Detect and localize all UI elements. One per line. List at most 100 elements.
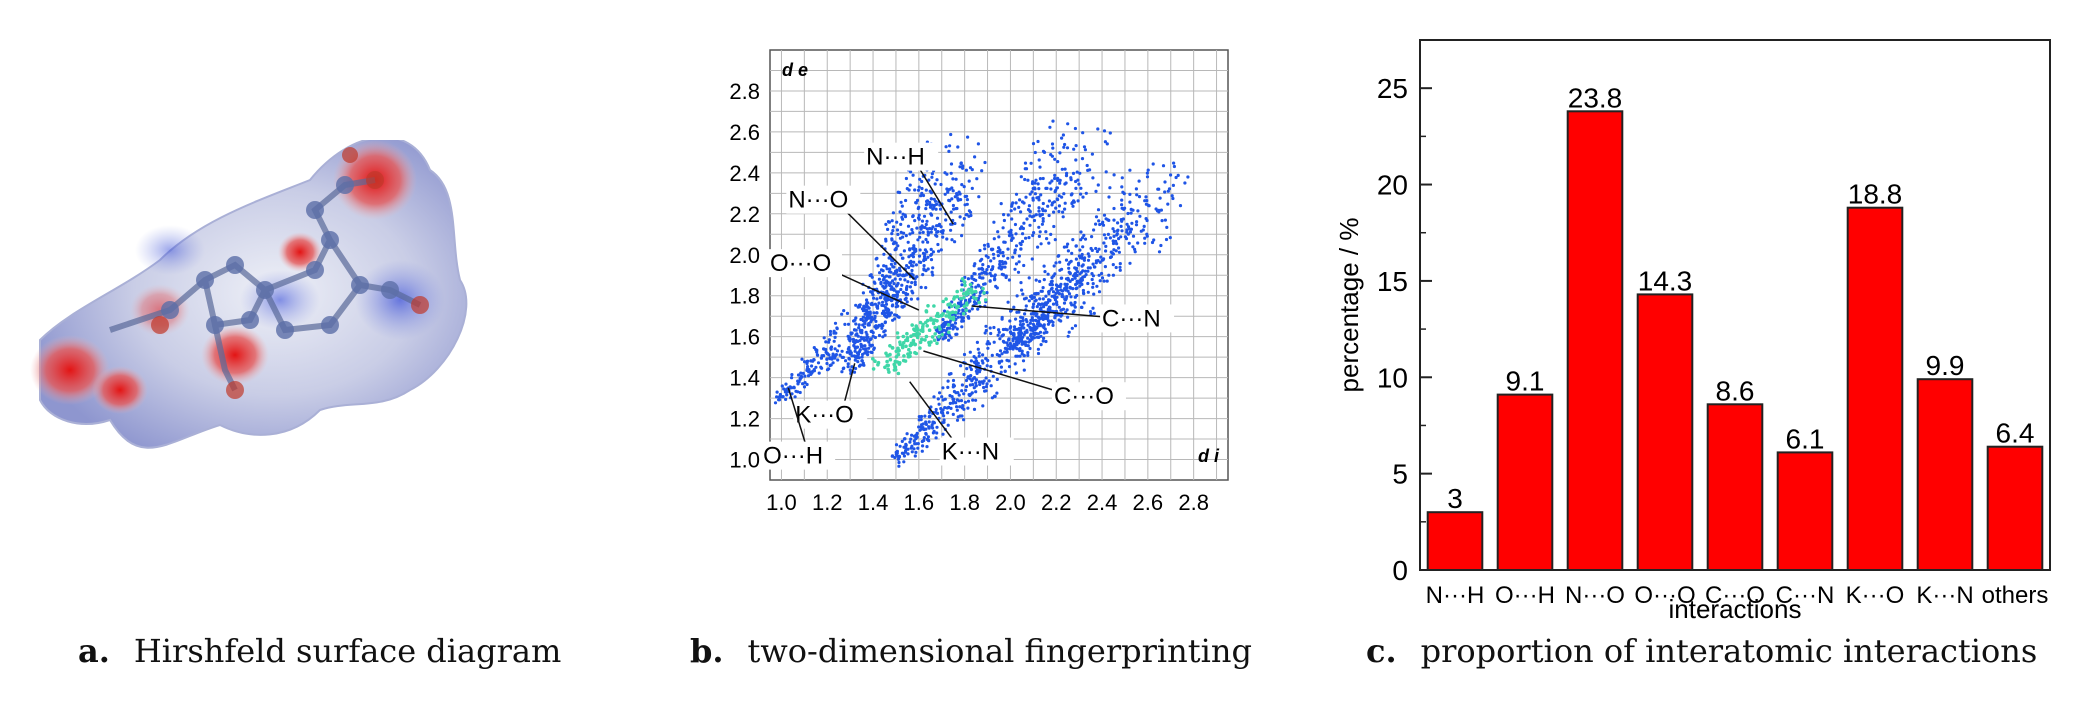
fingerprint-point xyxy=(949,132,953,137)
fingerprint-point xyxy=(803,360,807,364)
fingerprint-point xyxy=(975,371,979,375)
fingerprint-point xyxy=(1030,181,1035,186)
fingerprint-point xyxy=(1133,247,1137,251)
fingerprint-point xyxy=(946,379,950,383)
fingerprint-point xyxy=(917,260,921,264)
fingerprint-point xyxy=(870,318,874,322)
fingerprint-point xyxy=(1101,258,1105,262)
fingerprint-point xyxy=(943,171,947,175)
fingerprint-point xyxy=(1144,202,1148,206)
fingerprint-point xyxy=(975,368,979,372)
fingerprint-point xyxy=(889,262,893,266)
fingerprint-point-dense xyxy=(915,326,919,330)
fingerprint-point xyxy=(1067,330,1071,334)
fingerprint-point xyxy=(837,344,841,348)
fingerprint-point-dense xyxy=(955,294,960,299)
fingerprint-point xyxy=(896,244,900,248)
fingerprint-point xyxy=(1080,236,1085,240)
fingerprint-point xyxy=(1001,262,1005,266)
fingerprint-point xyxy=(792,386,796,390)
fingerprint-point xyxy=(900,204,904,208)
fingerprint-point xyxy=(987,379,991,383)
fingerprint-point xyxy=(1055,300,1059,304)
fingerprint-point xyxy=(1060,289,1065,293)
fingerprint-point xyxy=(1130,221,1134,225)
fingerprint-point xyxy=(835,349,840,353)
fingerprint-point xyxy=(919,418,923,422)
fingerprint-point-dense xyxy=(983,298,988,302)
fingerprint-point xyxy=(951,189,955,193)
fingerprint-point xyxy=(965,367,969,371)
fingerprint-point xyxy=(777,398,781,402)
fingerprint-point xyxy=(910,281,914,285)
fingerprint-point xyxy=(924,286,928,290)
fingerprint-point xyxy=(861,291,865,295)
fingerprint-point xyxy=(1013,362,1017,366)
fingerprint-point xyxy=(1047,289,1051,293)
fingerprint-point xyxy=(974,359,979,363)
fingerprint-point xyxy=(827,338,831,342)
fingerprint-point xyxy=(1003,369,1007,373)
fingerprint-point xyxy=(1159,243,1163,248)
fingerprint-point xyxy=(992,256,996,260)
fingerprint-point xyxy=(1001,333,1005,337)
fingerprint-point-dense xyxy=(901,358,906,363)
fingerprint-point xyxy=(1034,298,1038,302)
fingerprint-point xyxy=(1046,204,1050,208)
fingerprint-point xyxy=(1013,327,1018,331)
fingerprint-point-dense xyxy=(940,332,945,337)
fingerprint-point xyxy=(853,358,857,362)
fingerprint-point xyxy=(940,411,944,415)
fingerprint-point xyxy=(1070,277,1074,282)
fingerprint-point xyxy=(1133,250,1137,254)
fingerprint-point xyxy=(935,425,939,429)
fingerprint-point xyxy=(1073,126,1077,131)
fingerprint-point xyxy=(984,385,988,389)
fingerprint-point xyxy=(1020,288,1024,292)
fingerprint-point xyxy=(1111,227,1115,231)
fingerprint-point-dense xyxy=(885,359,889,364)
fingerprint-point xyxy=(829,346,833,350)
fingerprint-point xyxy=(910,450,914,454)
y-tick-label: 5 xyxy=(1392,459,1408,490)
fingerprint-point xyxy=(1047,213,1051,218)
fingerprint-point xyxy=(957,308,961,312)
fingerprint-point-dense xyxy=(970,290,974,295)
fingerprint-point xyxy=(1024,195,1028,199)
fingerprint-point xyxy=(969,374,973,378)
fingerprint-point xyxy=(884,308,888,312)
fingerprint-point xyxy=(1085,163,1089,168)
fingerprint-point xyxy=(873,316,877,320)
caption-a: a. Hirshfeld surface diagram xyxy=(78,632,561,670)
fingerprint-point xyxy=(1051,290,1056,294)
fingerprint-point xyxy=(1039,343,1043,347)
fingerprint-point xyxy=(984,376,988,380)
fingerprint-point xyxy=(904,287,909,292)
fingerprint-point xyxy=(1038,165,1042,169)
fingerprint-point xyxy=(854,316,858,320)
fingerprint-point-dense xyxy=(917,332,921,336)
fingerprint-point xyxy=(905,187,909,191)
fingerprint-point xyxy=(1064,258,1069,262)
fingerprint-point xyxy=(915,198,920,202)
fingerprint-point xyxy=(930,423,934,427)
fingerprint-point xyxy=(840,312,844,316)
fingerprint-point xyxy=(993,273,997,277)
fingerprint-annotations: N···H N···O O···O C···N C···O K···O K···N O···H xyxy=(761,142,1175,470)
fingerprint-point xyxy=(1143,236,1147,240)
fingerprint-point xyxy=(862,347,866,351)
fingerprint-point xyxy=(1131,208,1135,212)
fingerprint-point xyxy=(1030,294,1034,298)
fingerprint-point xyxy=(1051,201,1055,205)
fingerprint-point xyxy=(866,353,870,357)
fingerprint-point xyxy=(1026,344,1030,348)
fingerprint-point xyxy=(978,272,982,276)
fingerprint-point xyxy=(955,327,959,331)
fingerprint-point xyxy=(1041,176,1045,181)
fingerprint-point xyxy=(1048,125,1052,129)
fingerprint-point-dense xyxy=(952,297,956,301)
fingerprint-point xyxy=(911,214,915,219)
fingerprint-point xyxy=(1052,264,1056,268)
fingerprint-point xyxy=(1018,349,1022,353)
x-tick-label: N···O xyxy=(1565,582,1625,609)
